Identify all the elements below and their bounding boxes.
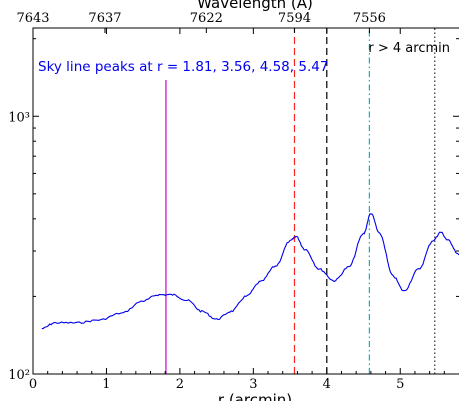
annotation-radius: r > 4 arcmin [368, 41, 450, 56]
x-tick-label: 4 [323, 377, 331, 392]
top-axis-title: Wavelength (Å) [197, 0, 313, 12]
plot-area [33, 28, 459, 374]
x-tick-label: 3 [249, 377, 257, 392]
y-tick-label: 10³ [8, 110, 30, 125]
x-tick-label: 5 [396, 377, 404, 392]
top-tick-label: 7637 [88, 11, 121, 26]
x-tick-label: 2 [176, 377, 184, 392]
top-tick-label: 7622 [190, 11, 223, 26]
top-tick-label: 7643 [16, 11, 49, 26]
top-tick-label: 7556 [353, 11, 386, 26]
top-tick-label: 7594 [278, 11, 311, 26]
x-tick-label: 0 [29, 377, 37, 392]
y-tick-label: 10² [8, 368, 30, 383]
x-tick-label: 1 [102, 377, 110, 392]
axes-frame [32, 27, 459, 375]
annotation-sky-line-peaks: Sky line peaks at r = 1.81, 3.56, 4.58, … [38, 59, 328, 75]
series-line-0 [41, 212, 459, 330]
x-axis-title: r (arcmin) [218, 391, 292, 401]
